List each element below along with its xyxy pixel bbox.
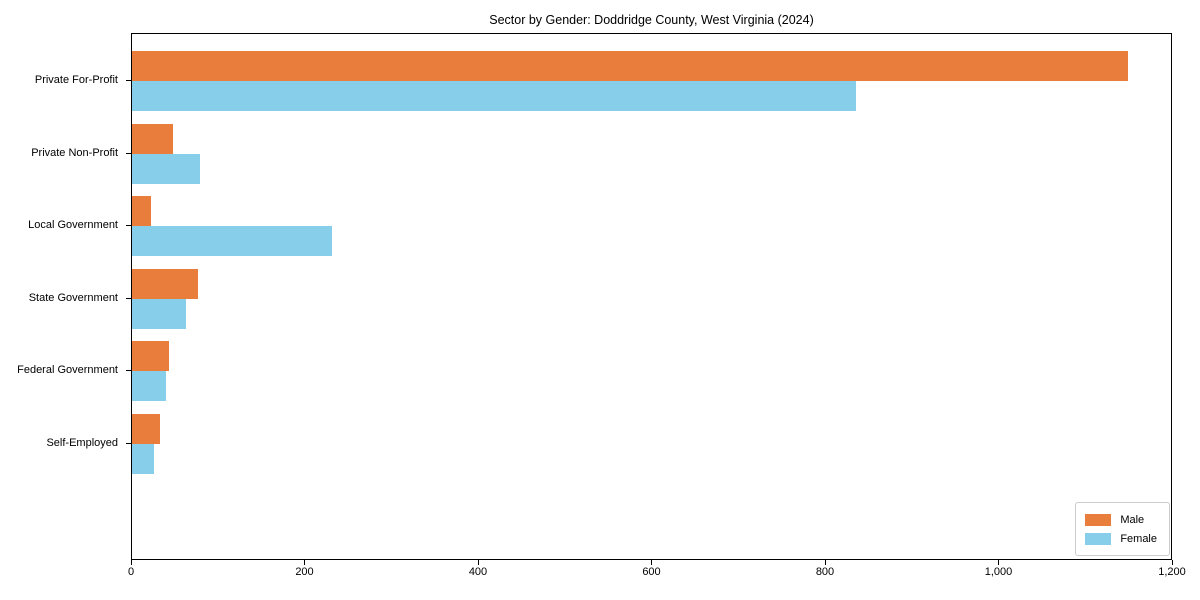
- bar-male-federal-government: [132, 341, 170, 372]
- x-tick-mark-1200: [1171, 560, 1173, 565]
- y-tick-label-self-employed: Self-Employed: [46, 436, 118, 449]
- y-tick-mark-private-for-profit: [126, 80, 131, 82]
- legend-swatch-male: [1085, 513, 1112, 526]
- y-tick-label-federal-government: Federal Government: [17, 364, 118, 377]
- bar-male-private-non-profit: [132, 123, 173, 154]
- bar-male-local-government: [132, 196, 152, 227]
- x-tick-mark-800: [824, 560, 826, 565]
- x-tick-label-200: 200: [295, 566, 314, 578]
- x-tick-label-1000: 1,000: [984, 566, 1013, 578]
- legend-label-male: Male: [1120, 513, 1145, 526]
- plot-area: [131, 33, 1172, 560]
- x-tick-mark-200: [304, 560, 305, 565]
- legend: Male Female: [1075, 502, 1170, 556]
- y-tick-mark-private-non-profit: [126, 152, 131, 154]
- y-tick-mark-federal-government: [126, 370, 131, 372]
- bar-female-private-for-profit: [132, 81, 857, 112]
- legend-label-female: Female: [1120, 532, 1157, 545]
- x-tick-mark-0: [130, 560, 132, 565]
- x-tick-label-400: 400: [468, 566, 488, 578]
- x-tick-mark-400: [477, 560, 479, 565]
- x-tick-label-1200: 1,200: [1158, 566, 1186, 578]
- y-tick-mark-local-government: [126, 225, 131, 227]
- legend-item-male: Male: [1085, 510, 1157, 529]
- bar-female-federal-government: [132, 371, 166, 402]
- bar-female-private-non-profit: [132, 153, 200, 184]
- bar-female-self-employed: [132, 443, 154, 474]
- y-tick-label-local-government: Local Government: [28, 219, 118, 232]
- y-tick-label-private-non-profit: Private Non-Profit: [31, 146, 118, 159]
- x-tick-mark-1000: [998, 560, 999, 565]
- y-tick-label-state-government: State Government: [28, 291, 118, 304]
- x-tick-label-800: 800: [815, 566, 835, 578]
- y-tick-label-private-for-profit: Private For-Profit: [34, 74, 118, 87]
- legend-swatch-female: [1085, 532, 1112, 545]
- bar-female-state-government: [132, 298, 186, 329]
- x-tick-label-600: 600: [642, 566, 661, 578]
- y-tick-mark-state-government: [126, 297, 131, 299]
- bar-female-local-government: [132, 226, 333, 257]
- legend-item-female: Female: [1085, 529, 1157, 548]
- x-tick-label-0: 0: [127, 566, 135, 578]
- bar-male-state-government: [132, 268, 198, 299]
- bar-male-private-for-profit: [132, 51, 1128, 82]
- chart-title: Sector by Gender: Doddridge County, West…: [489, 13, 814, 27]
- y-tick-mark-self-employed: [126, 442, 131, 444]
- bar-male-self-employed: [132, 413, 160, 444]
- x-tick-mark-600: [651, 560, 652, 565]
